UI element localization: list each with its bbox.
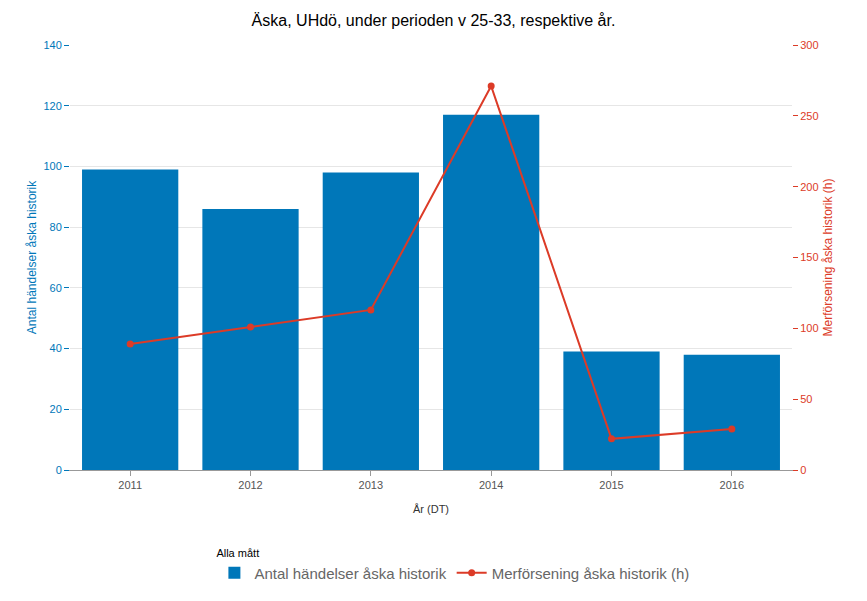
svg-text:2012: 2012 [238, 479, 262, 491]
svg-text:140: 140 [43, 39, 61, 51]
svg-text:100: 100 [800, 322, 818, 334]
svg-text:60: 60 [50, 282, 62, 294]
svg-text:År (DT): År (DT) [413, 503, 449, 515]
svg-text:Antal händelser åska historik: Antal händelser åska historik [25, 180, 39, 334]
svg-text:0: 0 [800, 464, 806, 476]
svg-text:Merförsening åska historik (h): Merförsening åska historik (h) [821, 178, 835, 336]
svg-text:100: 100 [43, 160, 61, 172]
svg-text:2011: 2011 [118, 479, 142, 491]
svg-text:2016: 2016 [720, 479, 744, 491]
svg-text:50: 50 [800, 393, 812, 405]
svg-text:Alla mått: Alla mått [216, 547, 259, 559]
svg-text:20: 20 [50, 403, 62, 415]
svg-text:250: 250 [800, 110, 818, 122]
svg-text:Antal händelser åska historik: Antal händelser åska historik [254, 565, 446, 582]
svg-text:Merförsening åska historik (h): Merförsening åska historik (h) [492, 565, 690, 582]
svg-text:2013: 2013 [359, 479, 383, 491]
svg-text:300: 300 [800, 39, 818, 51]
svg-text:200: 200 [800, 181, 818, 193]
svg-text:150: 150 [800, 251, 818, 263]
svg-text:0: 0 [56, 464, 62, 476]
svg-text:2014: 2014 [479, 479, 503, 491]
svg-text:40: 40 [50, 342, 62, 354]
svg-text:2015: 2015 [599, 479, 623, 491]
svg-text:120: 120 [43, 100, 61, 112]
svg-text:80: 80 [50, 221, 62, 233]
svg-text:Äska, UHdö, under perioden v 2: Äska, UHdö, under perioden v 25-33, resp… [252, 12, 616, 29]
